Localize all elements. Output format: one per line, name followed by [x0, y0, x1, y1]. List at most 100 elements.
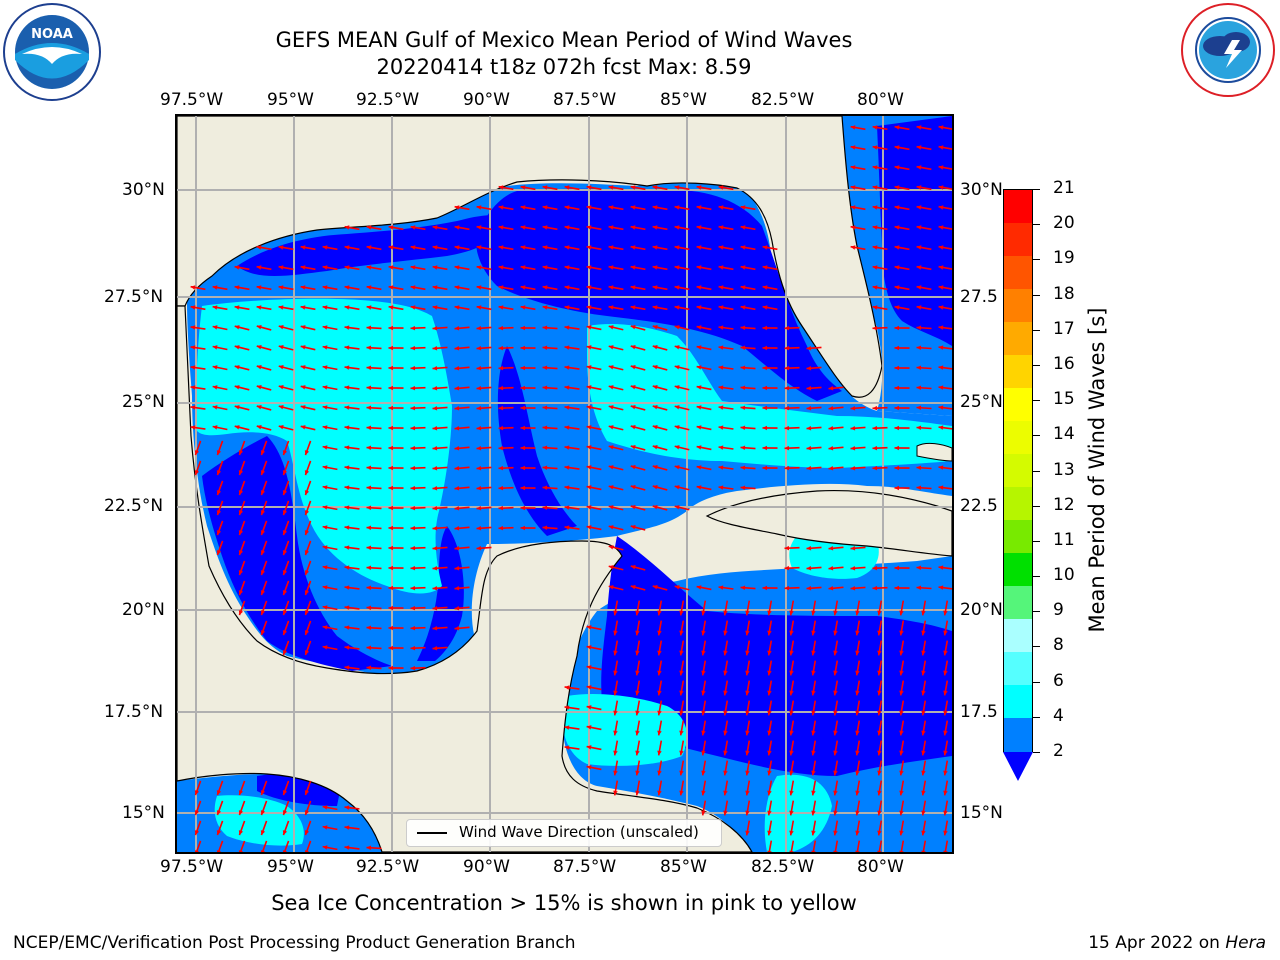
- wave-direction-arrowhead: [828, 546, 834, 551]
- wave-direction-arrowhead: [674, 305, 680, 310]
- lat-label-left: 30°N: [122, 180, 165, 200]
- wave-direction-arrowhead: [938, 265, 944, 270]
- run-date-text: 15 Apr 2022 on: [1088, 933, 1226, 953]
- wave-direction-arrowhead: [586, 205, 592, 210]
- wave-direction-arrowhead: [806, 445, 812, 451]
- wave-direction-arrowhead: [811, 630, 816, 636]
- wave-direction-arrowhead: [300, 285, 306, 290]
- wave-direction-arrowhead: [938, 205, 944, 210]
- wave-direction-arrowhead: [811, 710, 816, 716]
- wave-direction-arrowhead: [432, 565, 438, 571]
- wave-direction-arrowhead: [432, 365, 438, 371]
- wave-direction-arrowhead: [344, 265, 350, 270]
- wave-direction-arrowhead: [454, 546, 460, 551]
- wave-direction-arrowhead: [943, 790, 948, 796]
- wave-direction-arrowhead: [190, 305, 196, 310]
- wave-direction-arrowhead: [855, 630, 860, 636]
- wave-direction-arrowhead: [674, 405, 680, 410]
- colorbar-extend-arrow: [1003, 752, 1033, 781]
- wave-direction-arrowhead: [388, 325, 393, 331]
- wave-direction-arrowhead: [282, 550, 288, 556]
- wave-direction-arrowhead: [916, 185, 922, 190]
- wave-direction-arrowhead: [630, 485, 636, 490]
- wave-direction-arrowhead: [652, 425, 658, 430]
- wave-direction-arrowhead: [542, 385, 548, 391]
- colorbar-segment: [1004, 421, 1032, 455]
- wave-direction-arrowhead: [304, 790, 310, 796]
- wave-direction-arrowhead: [344, 605, 350, 610]
- wave-direction-arrowhead: [784, 405, 790, 411]
- graticule: [177, 116, 952, 852]
- wave-direction-arrowhead: [260, 470, 266, 476]
- wave-direction-arrowhead: [322, 265, 328, 270]
- wave-direction-arrowhead: [432, 625, 438, 631]
- wave-direction-arrowhead: [718, 225, 724, 230]
- colorbar-tick-label: 11: [1053, 529, 1075, 550]
- wave-direction-arrowhead: [652, 385, 658, 390]
- wave-direction-arrowhead: [894, 385, 899, 391]
- wave-direction-arrowhead: [696, 585, 702, 590]
- wave-direction-arrowhead: [238, 510, 244, 516]
- lon-label-bottom: 82.5°W: [751, 857, 815, 877]
- colorbar-tick: [1033, 259, 1040, 261]
- wave-direction-arrowhead: [850, 185, 856, 190]
- wave-direction-arrowhead: [657, 730, 662, 736]
- wave-direction-arrowhead: [806, 565, 812, 571]
- wave-direction-arrowhead: [238, 550, 244, 556]
- wave-direction-arrowhead: [635, 790, 640, 796]
- wave-direction-arrowhead: [520, 505, 525, 511]
- wave-direction-arrowhead: [652, 365, 658, 370]
- wave-direction-arrowhead: [938, 145, 944, 150]
- wave-direction-arrowhead: [498, 445, 504, 451]
- wave-direction-arrowhead: [850, 585, 856, 591]
- colorbar-tick-label: 17: [1053, 318, 1075, 339]
- wave-direction-arrowhead: [762, 285, 768, 290]
- wave-direction-arrowhead: [877, 670, 882, 676]
- wave-direction-arrowhead: [586, 365, 592, 370]
- wave-direction-arrowhead: [652, 485, 658, 490]
- wave-direction-arrowhead: [190, 285, 196, 290]
- wave-direction-arrowhead: [410, 485, 416, 491]
- wave-direction-arrowhead: [723, 610, 728, 616]
- wave-direction-arrowhead: [784, 545, 790, 551]
- wave-direction-arrowhead: [190, 385, 196, 390]
- wave-direction-arrowhead: [899, 670, 904, 676]
- wave-direction-arrowhead: [564, 725, 570, 730]
- wave-direction-arrowhead: [718, 465, 724, 470]
- wave-direction-arrow: [790, 840, 795, 852]
- wave-direction-arrowhead: [190, 365, 196, 370]
- wave-direction-arrowhead: [894, 205, 900, 210]
- wave-direction-arrowhead: [938, 585, 944, 590]
- wave-direction-arrowhead: [701, 810, 706, 816]
- wave-direction-arrowhead: [916, 385, 922, 391]
- wave-direction-arrowhead: [542, 505, 548, 511]
- wave-direction-arrowhead: [476, 345, 482, 351]
- wave-direction-arrowhead: [877, 790, 882, 796]
- wave-direction-arrowhead: [657, 750, 662, 756]
- wave-direction-arrowhead: [784, 565, 790, 571]
- wave-direction-arrowhead: [278, 385, 284, 390]
- wave-direction-arrowhead: [762, 585, 767, 591]
- wave-direction-arrowhead: [476, 365, 482, 371]
- wave-direction-arrowhead: [366, 845, 372, 851]
- wave-direction-arrowhead: [723, 630, 728, 636]
- wave-direction-arrowhead: [322, 385, 328, 390]
- wave-direction-arrowhead: [388, 225, 394, 230]
- wave-direction-arrowhead: [877, 690, 882, 696]
- wave-direction-arrowhead: [652, 225, 658, 230]
- wave-direction-arrowhead: [608, 425, 614, 430]
- wave-direction-arrowhead: [234, 285, 240, 290]
- wave-direction-arrowhead: [916, 565, 922, 571]
- wave-direction-arrowhead: [828, 446, 834, 451]
- wave-direction-arrowhead: [304, 810, 310, 816]
- wave-direction-arrowhead: [366, 245, 372, 250]
- wave-direction-arrowhead: [938, 305, 944, 310]
- wave-direction-arrowhead: [850, 465, 856, 471]
- wave-direction-arrowhead: [718, 485, 724, 490]
- wave-direction-arrowhead: [216, 470, 222, 476]
- wave-direction-arrowhead: [564, 245, 570, 250]
- lat-label-left: 25°N: [122, 392, 165, 412]
- wave-direction-arrowhead: [696, 385, 702, 390]
- wave-direction-arrowhead: [872, 125, 878, 130]
- wave-direction-arrowhead: [260, 610, 266, 616]
